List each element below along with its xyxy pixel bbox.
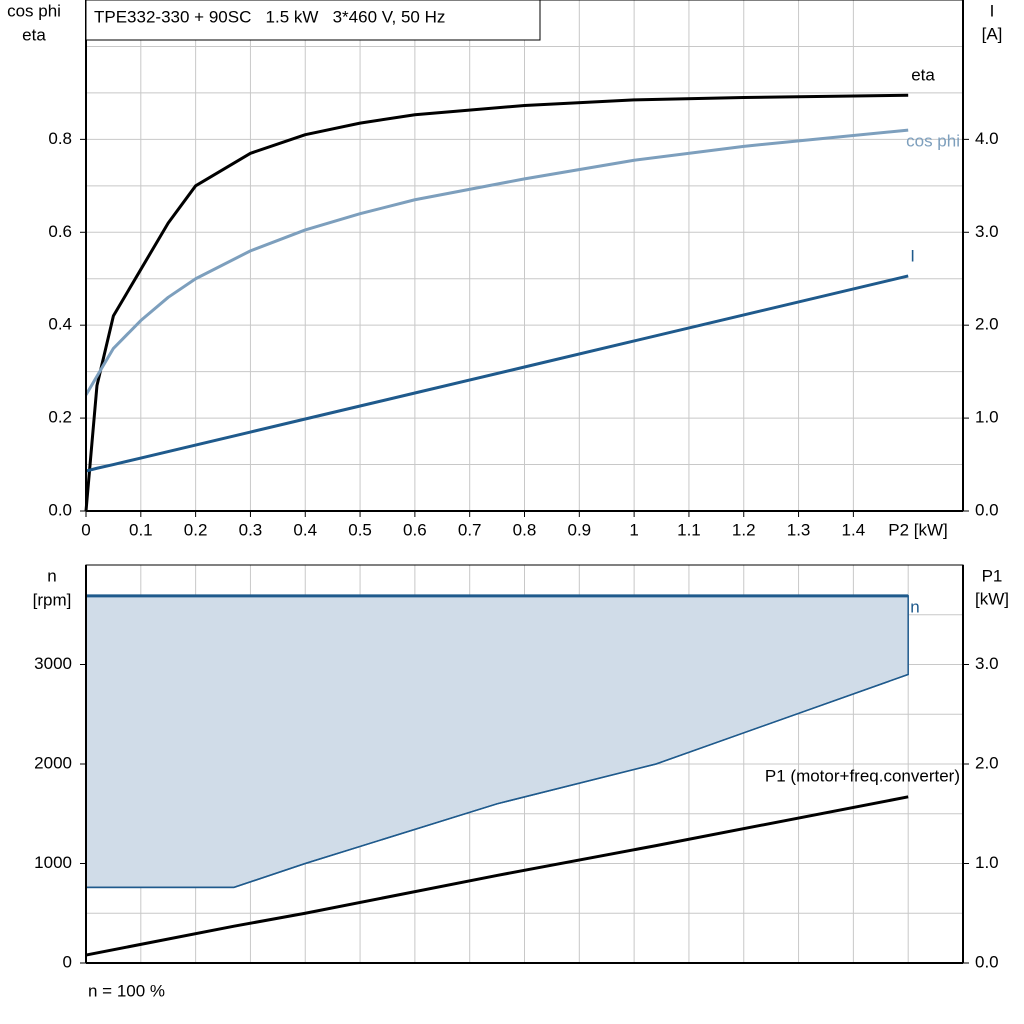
- x-tick-label: 1.3: [787, 520, 811, 539]
- y2-axis-label: [A]: [982, 24, 1003, 43]
- y2-axis-label: [kW]: [975, 589, 1009, 608]
- y2-tick-label: 4.0: [975, 129, 999, 148]
- y2-axis-label: P1: [982, 566, 1003, 585]
- x-tick-label: 1: [629, 520, 638, 539]
- y2-tick-label: 1.0: [975, 408, 999, 427]
- y-axis-label: cos phi: [7, 1, 61, 20]
- y-tick-label: 0.8: [48, 129, 72, 148]
- series-label: cos phi: [906, 132, 960, 151]
- x-tick-label: 0.2: [184, 520, 208, 539]
- y-tick-label: 0.2: [48, 408, 72, 427]
- y2-tick-label: 1.0: [975, 853, 999, 872]
- series-line: [85, 274, 909, 473]
- y-tick-label: 2000: [34, 753, 72, 772]
- x-tick-label: 0.8: [513, 520, 537, 539]
- y-tick-label: 3000: [34, 654, 72, 673]
- title-box: [85, 0, 541, 41]
- series-label: P1 (motor+freq.converter): [765, 766, 960, 785]
- y-axis-label: eta: [22, 25, 46, 44]
- y-tick-label: 0.4: [48, 315, 72, 334]
- y2-tick-label: 2.0: [975, 753, 999, 772]
- series-label: I: [910, 246, 915, 265]
- x-tick-label: 0.9: [567, 520, 591, 539]
- chart-title: TPE332-330 + 90SC 1.5 kW 3*460 V, 50 Hz: [94, 7, 445, 26]
- x-tick-label: 1.1: [677, 520, 701, 539]
- note: n = 100 %: [88, 981, 165, 1000]
- x-tick-label: 0.7: [458, 520, 482, 539]
- y2-tick-label: 0.0: [975, 500, 999, 519]
- x-tick-label: 0.6: [403, 520, 427, 539]
- y-tick-label: 1000: [34, 853, 72, 872]
- series-label: eta: [911, 66, 935, 85]
- y2-tick-label: 0.0: [975, 952, 999, 971]
- y-axis-label: n: [47, 566, 56, 585]
- series-label: n: [910, 597, 919, 616]
- y-tick-label: 0.6: [48, 222, 72, 241]
- range-fill: [85, 595, 909, 889]
- x-axis-label: P2 [kW]: [888, 520, 948, 539]
- x-tick-label: 0: [81, 520, 90, 539]
- y2-tick-label: 3.0: [975, 222, 999, 241]
- y2-axis-label: I: [990, 1, 995, 20]
- x-tick-label: 0.5: [348, 520, 372, 539]
- x-tick-label: 0.3: [239, 520, 263, 539]
- y-tick-label: 0.0: [48, 500, 72, 519]
- series-line: [84, 93, 909, 512]
- x-tick-label: 1.2: [732, 520, 756, 539]
- series-line: [84, 128, 909, 396]
- x-tick-label: 0.1: [129, 520, 153, 539]
- series-line: [85, 795, 909, 957]
- y2-tick-label: 2.0: [975, 315, 999, 334]
- x-tick-label: 1.4: [842, 520, 866, 539]
- lower-line: [86, 673, 909, 889]
- y-axis-label: [rpm]: [33, 590, 72, 609]
- y2-tick-label: 3.0: [975, 654, 999, 673]
- x-tick-label: 0.4: [293, 520, 317, 539]
- y-tick-label: 0: [63, 952, 72, 971]
